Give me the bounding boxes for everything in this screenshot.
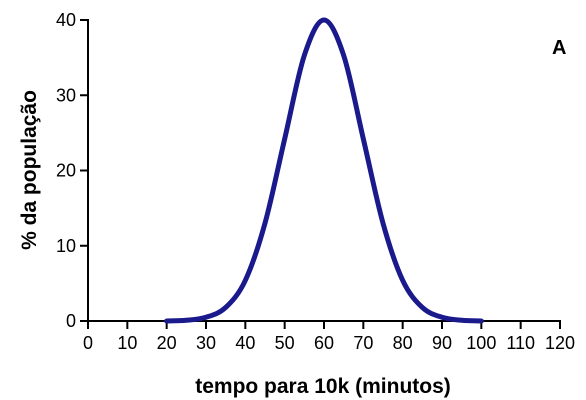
x-tick-label: 110 bbox=[506, 333, 535, 353]
x-tick-label: 0 bbox=[83, 333, 93, 353]
x-tick-label: 100 bbox=[466, 333, 496, 353]
x-tick-label: 120 bbox=[545, 333, 575, 353]
x-tick-label: 70 bbox=[353, 333, 373, 353]
y-axis-title: % da população bbox=[18, 90, 41, 250]
x-tick-label: 20 bbox=[157, 333, 177, 353]
x-tick-label: 50 bbox=[275, 333, 295, 353]
y-tick-label: 0 bbox=[66, 311, 76, 331]
y-tick-label: 20 bbox=[56, 161, 76, 181]
x-tick-label: 60 bbox=[314, 333, 334, 353]
x-tick-label: 40 bbox=[235, 333, 255, 353]
y-axis-ticks: 0 10 20 30 40 bbox=[56, 10, 88, 331]
y-tick-label: 30 bbox=[56, 85, 76, 105]
series-line-0 bbox=[164, 17, 484, 324]
series-layer bbox=[164, 17, 484, 324]
x-axis-title: tempo para 10k (minutos) bbox=[195, 375, 451, 398]
x-tick-label: 30 bbox=[196, 333, 216, 353]
y-tick-label: 10 bbox=[56, 236, 76, 256]
x-axis-ticks: 0 10 20 30 40 50 60 70 80 90 100 110 120 bbox=[83, 321, 575, 353]
x-tick-label: 10 bbox=[117, 333, 137, 353]
panel-label: A bbox=[552, 37, 566, 59]
y-tick-label: 40 bbox=[56, 10, 76, 30]
x-tick-label: 90 bbox=[432, 333, 452, 353]
x-tick-label: 80 bbox=[393, 333, 413, 353]
